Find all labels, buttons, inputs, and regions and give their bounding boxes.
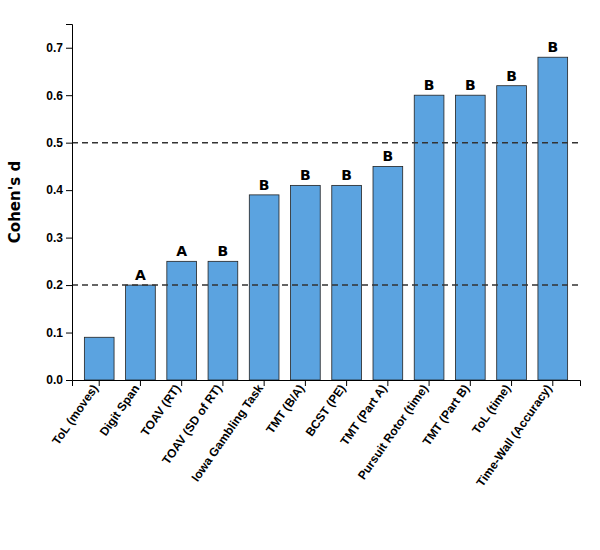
bar-label: B	[547, 39, 558, 55]
x-tick: ToL (time)	[469, 380, 513, 436]
y-tick-label: 0.0	[46, 373, 63, 387]
bar	[167, 261, 197, 380]
y-axis: 0.0 0.1 0.2 0.3 0.4 0.5 0.6 0.7	[46, 25, 72, 388]
reference-line	[72, 284, 580, 286]
bar-labels: A A B B B B B B B B B	[135, 39, 558, 283]
y-tick-mark	[66, 95, 72, 96]
bar-label: A	[176, 243, 187, 259]
x-tick-label: Time-Wall (Accuracy)	[474, 382, 555, 489]
y-tick-label: 0.3	[46, 231, 63, 245]
bar	[208, 261, 238, 380]
y-tick: 0.5	[46, 136, 72, 150]
y-tick-label: 0.1	[46, 326, 63, 340]
x-tick-mark	[140, 380, 141, 386]
bar-label: B	[300, 167, 311, 183]
bar	[126, 285, 156, 380]
plot-area: A A B B B B B B B B B ToL (moves)Digit SpanTOAV (RT…	[6, 25, 581, 490]
x-tick: BCST (PE)	[303, 380, 349, 439]
bar-label: B	[259, 177, 270, 193]
x-tick: ToL (moves)	[49, 380, 101, 447]
x-tick-label: Iowa Gambling Task	[189, 382, 267, 485]
x-tick: Time-Wall (Accuracy)	[474, 380, 555, 489]
y-tick-mark	[66, 190, 72, 191]
x-tick: Digit Span	[97, 380, 143, 438]
reference-line	[72, 142, 580, 144]
marks	[72, 57, 580, 380]
x-tick-label: TOAV (RT)	[138, 382, 184, 439]
y-tick-mark	[66, 143, 72, 144]
y-tick-mark	[66, 285, 72, 286]
x-tick-mark	[222, 380, 223, 386]
chart: A A B B B B B B B B B ToL (moves)Digit SpanTOAV (RT…	[0, 0, 600, 550]
bar	[414, 95, 444, 380]
bar-label: B	[465, 77, 476, 93]
y-tick-mark	[66, 333, 72, 334]
y-tick: 0.2	[46, 278, 72, 292]
y-tick-label: 0.2	[46, 278, 63, 292]
x-tick-mark	[346, 380, 347, 386]
x-tick-mark	[99, 380, 100, 386]
y-tick-label: 0.4	[46, 183, 63, 197]
x-axis: ToL (moves)Digit SpanTOAV (RT)TOAV (SD o…	[49, 380, 580, 489]
bar	[249, 195, 279, 380]
y-tick-mark	[66, 238, 72, 239]
x-tick-label: ToL (time)	[469, 382, 513, 437]
bar-label: B	[218, 243, 229, 259]
bar-label: B	[506, 68, 517, 84]
bar-label: B	[383, 148, 394, 164]
x-tick-label: TMT (B/A)	[263, 382, 307, 436]
bar	[84, 337, 114, 380]
x-tick-mark	[305, 380, 306, 386]
y-tick: 0.6	[46, 89, 72, 103]
bar	[538, 57, 568, 380]
x-tick-mark	[552, 380, 553, 386]
y-tick-label: 0.6	[46, 89, 63, 103]
bar	[291, 185, 321, 380]
bar	[373, 166, 403, 380]
x-tick-mark	[511, 380, 512, 386]
y-axis-title: Cohen's d	[6, 161, 24, 243]
y-tick: 0.7	[46, 41, 72, 55]
bar-label: B	[341, 167, 352, 183]
x-tick-mark	[264, 380, 265, 386]
x-tick-mark	[470, 380, 471, 386]
y-tick: 0.4	[46, 183, 72, 197]
x-tick-label: ToL (moves)	[49, 382, 101, 448]
x-tick-mark	[429, 380, 430, 386]
y-tick-label: 0.7	[46, 41, 63, 55]
x-tick-mark	[387, 380, 388, 386]
x-tick: TOAV (RT)	[138, 380, 184, 439]
bar-label: A	[135, 267, 146, 283]
x-tick: TMT (Part B)	[420, 380, 472, 448]
y-tick-mark	[66, 380, 72, 381]
x-tick: Pursuit Rotor (time)	[355, 380, 431, 482]
bar	[332, 185, 362, 380]
y-tick-mark	[66, 48, 72, 49]
bar	[497, 86, 527, 380]
y-tick: 0.3	[46, 231, 72, 245]
y-tick-label: 0.5	[46, 136, 63, 150]
y-tick: 0.0	[46, 373, 72, 387]
bar	[455, 95, 485, 380]
y-tick: 0.1	[46, 326, 72, 340]
y-axis-line	[66, 25, 73, 381]
x-tick-label: Pursuit Rotor (time)	[355, 382, 431, 482]
x-tick-label: TMT (Part B)	[420, 382, 472, 448]
x-tick: Iowa Gambling Task	[189, 380, 267, 484]
x-tick: TMT (B/A)	[263, 380, 307, 436]
x-tick-label: BCST (PE)	[303, 382, 349, 439]
x-tick-mark	[181, 380, 182, 386]
x-tick-label: Digit Span	[97, 382, 143, 439]
bar-label: B	[424, 77, 435, 93]
